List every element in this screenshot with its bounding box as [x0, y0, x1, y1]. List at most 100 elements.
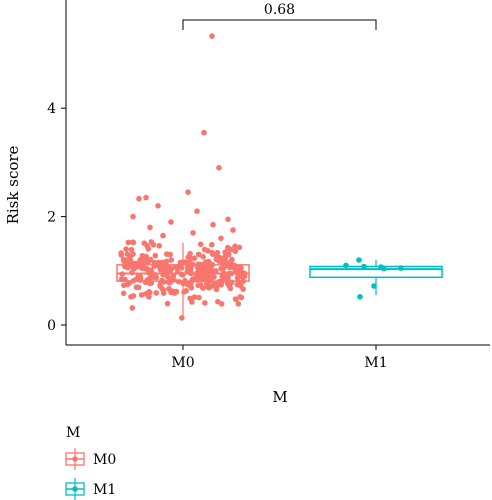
data-point-m0 [230, 227, 236, 233]
data-point-m0 [186, 280, 193, 287]
data-point-m0 [201, 246, 208, 253]
data-point-m0 [160, 287, 167, 294]
data-point-m0 [152, 252, 159, 259]
x-tick-label: M1 [364, 355, 387, 371]
data-point-m0 [131, 265, 138, 272]
legend-key-point [72, 486, 78, 492]
data-point-m0 [124, 251, 131, 257]
data-point-m0 [141, 240, 148, 246]
y-axis-title: Risk score [4, 145, 22, 224]
axes [65, 0, 490, 346]
data-point-m0 [209, 241, 215, 248]
data-point-m0 [187, 265, 194, 271]
data-point-m0 [217, 254, 223, 261]
data-point-m0 [195, 251, 202, 258]
data-point-m0 [185, 189, 191, 195]
data-point-m0 [188, 285, 195, 291]
data-point-m0 [214, 249, 221, 256]
data-point-m0 [153, 290, 159, 296]
data-point-m0 [183, 288, 189, 294]
data-point-m0 [148, 239, 155, 245]
data-point-m0 [219, 264, 226, 270]
data-point-m0 [143, 194, 149, 201]
data-point-m0 [236, 279, 242, 286]
boxes [116, 242, 443, 320]
data-point-m0 [156, 243, 162, 249]
data-point-m0 [210, 221, 216, 228]
data-point-m0 [155, 203, 161, 209]
data-point-m1 [357, 294, 363, 300]
data-point-m0 [137, 275, 144, 282]
data-point-m0 [197, 264, 203, 271]
data-point-m0 [120, 290, 127, 297]
data-point-m0 [164, 273, 171, 280]
data-point-m0 [153, 274, 159, 281]
data-point-m0 [197, 241, 204, 248]
legend-key-point [72, 456, 78, 462]
y-ticks: 0 2 4 [47, 101, 66, 334]
data-point-m0 [130, 213, 136, 220]
data-point-m0 [125, 239, 132, 246]
data-point-m0 [133, 284, 140, 291]
comparison-bracket: 0.68 [182, 2, 377, 30]
legend-label: M0 [93, 452, 116, 468]
data-point-m0 [225, 216, 231, 223]
data-point-m0 [194, 277, 201, 283]
y-tick-label: 4 [47, 101, 56, 117]
data-point-m0 [236, 244, 243, 251]
data-point-m0 [201, 129, 207, 136]
p-value-label: 0.68 [264, 2, 295, 18]
data-point-m0 [241, 273, 248, 280]
y-tick-label: 2 [47, 210, 56, 226]
data-point-m0 [194, 208, 200, 214]
data-point-m0 [232, 243, 238, 250]
data-point-m0 [187, 255, 194, 261]
data-point-m0 [128, 246, 135, 253]
data-point-m0 [218, 281, 224, 288]
x-tick-label: M0 [171, 355, 194, 371]
data-point-m0 [225, 244, 231, 251]
data-point-m0 [237, 294, 243, 300]
x-ticks: M0 M1 [171, 345, 388, 371]
y-tick-label: 0 [47, 318, 56, 334]
data-point-m0 [189, 299, 195, 305]
data-point-m0 [130, 293, 137, 299]
data-point-m0 [143, 258, 149, 264]
data-point-m0 [168, 219, 174, 225]
x-axis-title: M [272, 388, 287, 406]
data-point-m0 [164, 300, 171, 307]
data-point-m0 [173, 264, 179, 270]
data-point-m0 [129, 305, 136, 311]
data-point-m0 [136, 195, 142, 202]
data-point-m0 [213, 268, 219, 274]
data-point-m0 [224, 280, 231, 287]
data-point-m0 [204, 283, 211, 290]
jitter-points [118, 33, 404, 321]
data-point-m0 [233, 296, 239, 303]
data-point-m0 [167, 251, 173, 258]
data-point-m1 [343, 262, 349, 269]
data-point-m0 [191, 255, 198, 261]
data-point-m0 [218, 235, 224, 242]
data-point-m0 [179, 315, 185, 321]
data-point-m0 [138, 292, 145, 298]
data-point-m0 [209, 33, 215, 39]
data-point-m1 [356, 257, 362, 263]
data-point-m0 [147, 224, 153, 231]
data-point-m0 [143, 291, 149, 297]
data-point-m0 [196, 294, 202, 301]
data-point-m0 [232, 248, 239, 255]
data-point-m0 [147, 256, 154, 263]
data-point-m0 [130, 251, 136, 257]
data-point-m0 [200, 253, 206, 260]
legend-label: M1 [93, 482, 116, 498]
data-point-m0 [215, 298, 221, 305]
data-point-m0 [197, 282, 204, 288]
data-point-m0 [190, 230, 196, 236]
data-point-m0 [123, 246, 129, 252]
legend: M M0 M1 [65, 425, 116, 500]
data-point-m0 [130, 239, 137, 246]
data-point-m0 [169, 288, 176, 295]
data-point-m0 [229, 256, 235, 263]
